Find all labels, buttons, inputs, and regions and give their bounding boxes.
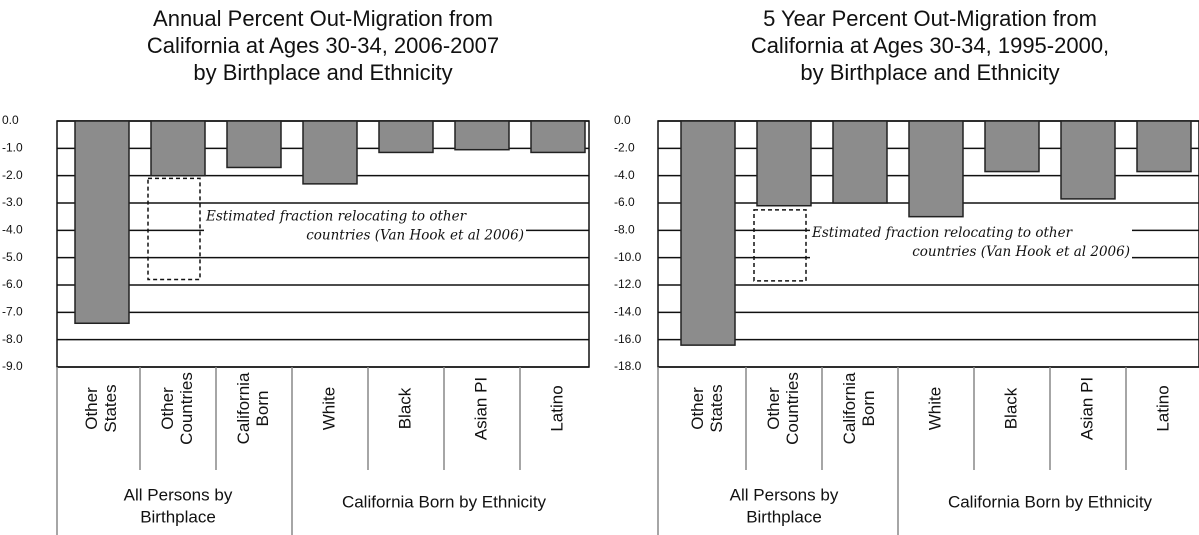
x-tick-label: Countries — [177, 372, 196, 445]
x-tick-label: Black — [395, 387, 414, 429]
x-tick-label: Other — [82, 387, 101, 430]
bar — [378, 120, 434, 154]
y-tick-label: -14.0 — [614, 305, 642, 319]
bar — [150, 120, 206, 177]
chart-title: by Birthplace and Ethnicity — [800, 60, 1059, 85]
y-tick-label: -1.0 — [2, 141, 23, 155]
annotation: Estimated fraction relocating to other — [811, 225, 1074, 241]
group-label: Birthplace — [140, 507, 216, 526]
x-tick-label: Countries — [783, 372, 802, 445]
bar — [832, 120, 888, 204]
y-tick-label: -10.0 — [614, 250, 642, 264]
annotation-bg — [810, 223, 1132, 264]
annotation: Estimated fraction relocating to other — [205, 208, 468, 224]
chart-title: California at Ages 30-34, 2006-2007 — [147, 33, 499, 58]
group-label: California Born by Ethnicity — [342, 492, 547, 511]
y-tick-label: -12.0 — [614, 277, 642, 291]
y-tick-label: -18.0 — [614, 359, 642, 373]
annotation: countries (Van Hook et al 2006) — [912, 244, 1130, 260]
x-tick-label: States — [707, 384, 726, 432]
x-tick-label: States — [101, 384, 120, 432]
bar — [1060, 120, 1116, 200]
y-tick-label: -16.0 — [614, 332, 642, 346]
y-tick-label: -9.0 — [2, 359, 23, 373]
x-tick-label: Latino — [1153, 385, 1172, 431]
bar — [908, 120, 964, 218]
annotation-box — [147, 177, 201, 281]
group-label: Birthplace — [746, 507, 822, 526]
y-tick-label: -8.0 — [614, 223, 635, 237]
group-label: All Persons by — [124, 485, 233, 504]
y-tick-label: -6.0 — [614, 195, 635, 209]
y-tick-label: -2.0 — [2, 168, 23, 182]
chart-title: Annual Percent Out-Migration from — [153, 6, 493, 31]
bar — [454, 120, 510, 151]
y-tick-label: -8.0 — [2, 332, 23, 346]
x-tick-label: California — [840, 372, 859, 444]
x-tick-label: California — [234, 372, 253, 444]
y-tick-label: 0.0 — [614, 113, 631, 127]
chart-title: California at Ages 30-34, 1995-2000, — [751, 33, 1109, 58]
x-tick-label: Other — [158, 387, 177, 430]
chart-title: by Birthplace and Ethnicity — [193, 60, 452, 85]
bar — [1136, 120, 1192, 173]
y-tick-label: -7.0 — [2, 305, 23, 319]
x-tick-label: Black — [1001, 387, 1020, 429]
x-tick-label: Other — [764, 387, 783, 430]
y-tick-label: -2.0 — [614, 141, 635, 155]
x-tick-label: Latino — [547, 385, 566, 431]
y-tick-label: -4.0 — [2, 223, 23, 237]
y-tick-label: -4.0 — [614, 168, 635, 182]
annotation: countries (Van Hook et al 2006) — [306, 227, 524, 243]
x-tick-label: Other — [688, 387, 707, 430]
y-tick-label: -5.0 — [2, 250, 23, 264]
y-tick-label: 0.0 — [2, 113, 19, 127]
x-tick-label: Born — [253, 391, 272, 427]
bar — [680, 120, 736, 346]
bar — [74, 120, 130, 325]
bar — [226, 120, 282, 169]
chart-title: 5 Year Percent Out-Migration from — [763, 6, 1097, 31]
bar — [756, 120, 812, 207]
y-tick-label: -3.0 — [2, 195, 23, 209]
x-tick-label: White — [925, 387, 944, 430]
group-label: California Born by Ethnicity — [948, 492, 1153, 511]
bar — [984, 120, 1040, 173]
x-tick-label: Asian PI — [1077, 377, 1096, 440]
x-tick-label: Asian PI — [471, 377, 490, 440]
bar — [302, 120, 358, 185]
group-label: All Persons by — [730, 485, 839, 504]
annotation-bg — [204, 206, 526, 247]
bar — [530, 120, 586, 154]
x-tick-label: Born — [859, 391, 878, 427]
x-tick-label: White — [319, 387, 338, 430]
y-tick-label: -6.0 — [2, 277, 23, 291]
annotation-box — [753, 209, 807, 282]
